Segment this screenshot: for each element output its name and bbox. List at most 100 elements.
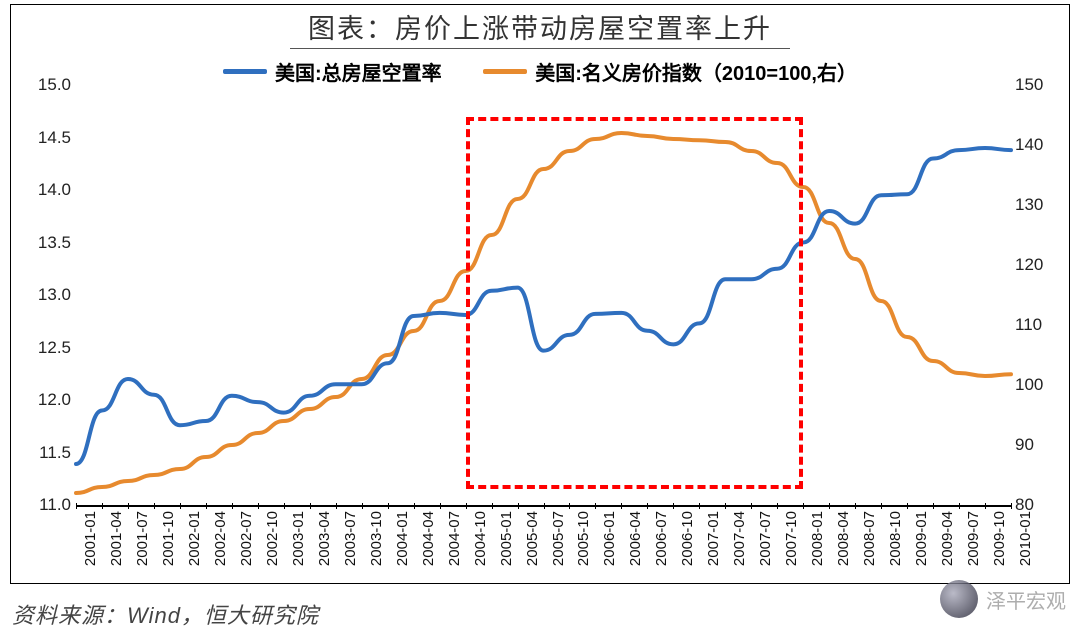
- y-left-tick: 11.5: [27, 443, 71, 463]
- legend-label-price: 美国:名义房价指数（2010=100,右）: [535, 57, 857, 86]
- x-tick-label: 2009-01: [913, 511, 930, 566]
- x-tick-label: 2001-10: [160, 511, 177, 566]
- x-tick-mark: [258, 503, 259, 509]
- x-tick-mark: [621, 503, 622, 509]
- x-tick-label: 2003-07: [342, 511, 359, 566]
- x-tick-label: 2003-01: [290, 511, 307, 566]
- x-tick-mark: [414, 503, 415, 509]
- y-left-tick: 12.5: [27, 338, 71, 358]
- x-tick-label: 2002-01: [186, 511, 203, 566]
- y-right-tick: 100: [1015, 375, 1055, 395]
- y-left-tick: 15.0: [27, 75, 71, 95]
- x-tick-label: 2009-04: [939, 511, 956, 566]
- x-tick-mark: [803, 503, 804, 509]
- x-tick-label: 2008-10: [887, 511, 904, 566]
- x-tick-mark: [595, 503, 596, 509]
- x-tick-label: 2009-10: [991, 511, 1008, 566]
- x-tick-label: 2001-04: [108, 511, 125, 566]
- watermark-avatar-icon: [940, 580, 978, 618]
- y-right-tick: 110: [1015, 315, 1055, 335]
- title-wrap: 图表：房价上涨带动房屋空置率上升: [11, 5, 1069, 49]
- legend-label-vacancy: 美国:总房屋空置率: [275, 57, 442, 86]
- x-tick-label: 2004-01: [394, 511, 411, 566]
- y-axis-left: 11.011.512.012.513.013.514.014.515.0: [27, 85, 71, 505]
- x-tick-label: 2004-10: [472, 511, 489, 566]
- x-tick-label: 2006-04: [627, 511, 644, 566]
- x-tick-label: 2004-04: [420, 511, 437, 566]
- x-tick-label: 2006-01: [601, 511, 618, 566]
- x-tick-mark: [284, 503, 285, 509]
- x-tick-label: 2009-07: [965, 511, 982, 566]
- watermark-label: 泽平宏观: [986, 585, 1066, 614]
- x-tick-label: 2007-07: [757, 511, 774, 566]
- x-tick-label: 2007-04: [731, 511, 748, 566]
- x-tick-label: 2006-07: [653, 511, 670, 566]
- x-tick-mark: [128, 503, 129, 509]
- x-tick-mark: [362, 503, 363, 509]
- x-tick-label: 2005-04: [524, 511, 541, 566]
- x-tick-mark: [206, 503, 207, 509]
- x-axis: 2001-01 2001-04 2001-07 2001-10 2002-01 2002-…: [76, 507, 1011, 577]
- x-tick-mark: [440, 503, 441, 509]
- x-tick-mark: [232, 503, 233, 509]
- y-left-tick: 13.0: [27, 285, 71, 305]
- x-tick-mark: [829, 503, 830, 509]
- y-right-tick: 150: [1015, 75, 1055, 95]
- x-tick-mark: [154, 503, 155, 509]
- x-tick-mark: [544, 503, 545, 509]
- watermark: 泽平宏观: [940, 580, 1066, 618]
- x-tick-mark: [751, 503, 752, 509]
- x-tick-mark: [492, 503, 493, 509]
- x-tick-label: 2002-07: [238, 511, 255, 566]
- y-right-tick: 90: [1015, 435, 1055, 455]
- legend-swatch-price: [483, 69, 527, 74]
- x-tick-label: 2010-01: [1017, 511, 1034, 566]
- chart-frame: 图表：房价上涨带动房屋空置率上升 美国:总房屋空置率 美国:名义房价指数（201…: [10, 4, 1070, 584]
- x-tick-label: 2004-07: [446, 511, 463, 566]
- x-tick-mark: [388, 503, 389, 509]
- x-tick-mark: [1011, 503, 1012, 509]
- y-left-tick: 13.5: [27, 233, 71, 253]
- y-left-tick: 14.0: [27, 180, 71, 200]
- x-tick-label: 2006-10: [679, 511, 696, 566]
- x-tick-label: 2001-07: [134, 511, 151, 566]
- x-tick-mark: [310, 503, 311, 509]
- source-attribution: 资料来源：Wind，恒大研究院: [12, 598, 319, 630]
- x-tick-label: 2007-10: [783, 511, 800, 566]
- x-tick-label: 2001-01: [82, 511, 99, 566]
- x-tick-mark: [699, 503, 700, 509]
- x-tick-mark: [336, 503, 337, 509]
- x-tick-mark: [959, 503, 960, 509]
- x-tick-mark: [647, 503, 648, 509]
- x-tick-label: 2008-01: [809, 511, 826, 566]
- x-tick-mark: [466, 503, 467, 509]
- x-tick-mark: [518, 503, 519, 509]
- y-left-tick: 11.0: [27, 495, 71, 515]
- x-tick-mark: [855, 503, 856, 509]
- x-tick-label: 2003-10: [368, 511, 385, 566]
- x-tick-mark: [933, 503, 934, 509]
- plot-area: [76, 85, 1011, 505]
- legend-swatch-vacancy: [223, 69, 267, 74]
- x-tick-mark: [907, 503, 908, 509]
- y-right-tick: 120: [1015, 255, 1055, 275]
- x-tick-mark: [569, 503, 570, 509]
- x-tick-mark: [985, 503, 986, 509]
- y-right-tick: 140: [1015, 135, 1055, 155]
- x-tick-mark: [102, 503, 103, 509]
- plot-inner: [76, 85, 1011, 507]
- highlight-box: [466, 117, 804, 490]
- x-tick-label: 2005-07: [550, 511, 567, 566]
- y-axis-right: 8090100110120130140150: [1015, 85, 1055, 505]
- x-tick-label: 2007-01: [705, 511, 722, 566]
- x-tick-label: 2008-04: [835, 511, 852, 566]
- y-right-tick: 130: [1015, 195, 1055, 215]
- x-tick-mark: [673, 503, 674, 509]
- x-tick-mark: [777, 503, 778, 509]
- x-tick-label: 2003-04: [316, 511, 333, 566]
- y-left-tick: 14.5: [27, 128, 71, 148]
- legend: 美国:总房屋空置率 美国:名义房价指数（2010=100,右）: [11, 57, 1069, 86]
- legend-item-price: 美国:名义房价指数（2010=100,右）: [483, 57, 857, 86]
- chart-title: 图表：房价上涨带动房屋空置率上升: [290, 7, 790, 49]
- x-tick-mark: [180, 503, 181, 509]
